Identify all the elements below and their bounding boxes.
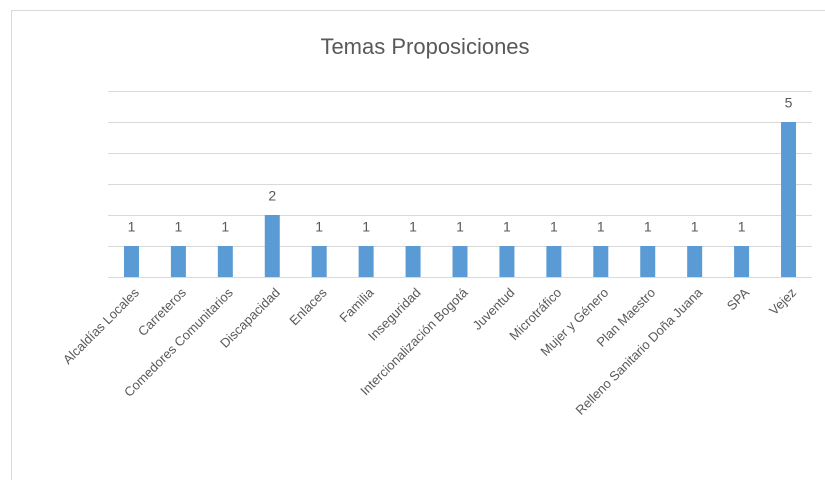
data-label: 1: [409, 219, 417, 235]
data-label: 1: [503, 219, 511, 235]
data-label: 1: [315, 219, 323, 235]
data-label: 1: [597, 219, 605, 235]
bar: [781, 122, 796, 277]
bar: [546, 246, 561, 277]
data-label: 1: [128, 219, 136, 235]
bar: [593, 246, 608, 277]
data-label: 1: [691, 219, 699, 235]
chart-frame: [12, 11, 825, 481]
bar: [265, 215, 280, 277]
bar: [218, 246, 233, 277]
bar: [499, 246, 514, 277]
bar: [640, 246, 655, 277]
data-label: 1: [456, 219, 464, 235]
bar: [453, 246, 468, 277]
data-label: 1: [362, 219, 370, 235]
bar: [687, 246, 702, 277]
data-label: 5: [785, 95, 793, 111]
data-label: 2: [268, 188, 276, 204]
bar: [171, 246, 186, 277]
data-label: 1: [175, 219, 183, 235]
bar: [124, 246, 139, 277]
data-label: 1: [644, 219, 652, 235]
data-label: 1: [738, 219, 746, 235]
data-label: 1: [221, 219, 229, 235]
chart-title: Temas Proposiciones: [320, 34, 529, 59]
data-label: 1: [550, 219, 558, 235]
bar: [359, 246, 374, 277]
bar: [734, 246, 749, 277]
bar: [406, 246, 421, 277]
bar: [312, 246, 327, 277]
